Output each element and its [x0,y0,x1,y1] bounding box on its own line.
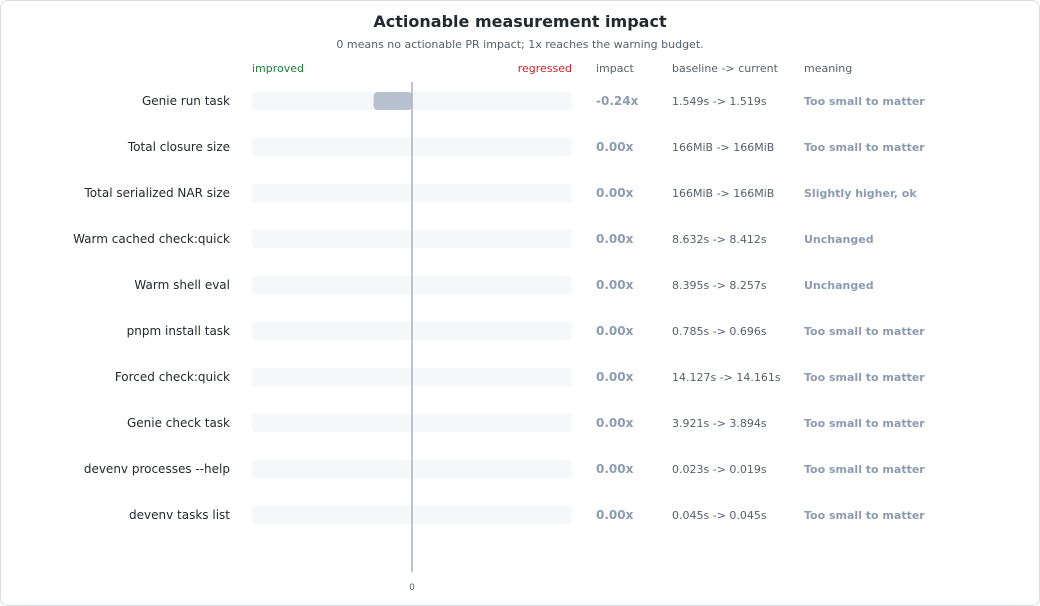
impact-value: 0.00x [596,232,634,246]
impact-value: 0.00x [596,278,634,292]
category-label: Total closure size [127,140,230,154]
chart-title: Actionable measurement impact [373,12,667,31]
baseline-current-value: 0.045s -> 0.045s [672,509,767,522]
meaning-value: Too small to matter [804,325,925,338]
meaning-value: Slightly higher, ok [804,187,917,200]
axis-right-label: regressed [518,62,572,75]
zero-tick-label: 0 [409,583,415,593]
impact-value: 0.00x [596,370,634,384]
chart-subtitle: 0 means no actionable PR impact; 1x reac… [336,38,704,51]
baseline-current-value: 8.395s -> 8.257s [672,279,767,292]
baseline-current-value: 1.549s -> 1.519s [672,95,767,108]
meaning-value: Too small to matter [804,95,925,108]
category-label: devenv processes --help [84,462,230,476]
baseline-current-value: 0.785s -> 0.696s [672,325,767,338]
axis-left-label: improved [252,62,304,75]
meaning-value: Too small to matter [804,463,925,476]
baseline-current-value: 166MiB -> 166MiB [672,187,774,200]
impact-bar [373,92,412,110]
meaning-value: Too small to matter [804,417,925,430]
meaning-value: Unchanged [804,233,874,246]
impact-value: 0.00x [596,186,634,200]
baseline-current-value: 14.127s -> 14.161s [672,371,781,384]
baseline-current-value: 3.921s -> 3.894s [672,417,767,430]
impact-value: 0.00x [596,508,634,522]
category-label: devenv tasks list [129,508,230,522]
impact-value: 0.00x [596,462,634,476]
column-header-meaning: meaning [804,62,852,75]
meaning-value: Too small to matter [804,509,925,522]
meaning-value: Too small to matter [804,141,925,154]
meaning-value: Too small to matter [804,371,925,384]
category-label: Genie check task [127,416,230,430]
category-label: Warm shell eval [134,278,230,292]
category-label: Forced check:quick [115,370,230,384]
baseline-current-value: 166MiB -> 166MiB [672,141,774,154]
impact-value: -0.24x [596,94,639,108]
baseline-current-value: 8.632s -> 8.412s [672,233,767,246]
impact-value: 0.00x [596,324,634,338]
impact-value: 0.00x [596,416,634,430]
impact-value: 0.00x [596,140,634,154]
meaning-value: Unchanged [804,279,874,292]
category-label: Genie run task [142,94,230,108]
category-label: pnpm install task [127,324,230,338]
category-label: Warm cached check:quick [73,232,230,246]
category-label: Total serialized NAR size [84,186,230,200]
column-header-impact: impact [596,62,635,75]
column-header-baseline-current: baseline -> current [672,62,779,75]
baseline-current-value: 0.023s -> 0.019s [672,463,767,476]
